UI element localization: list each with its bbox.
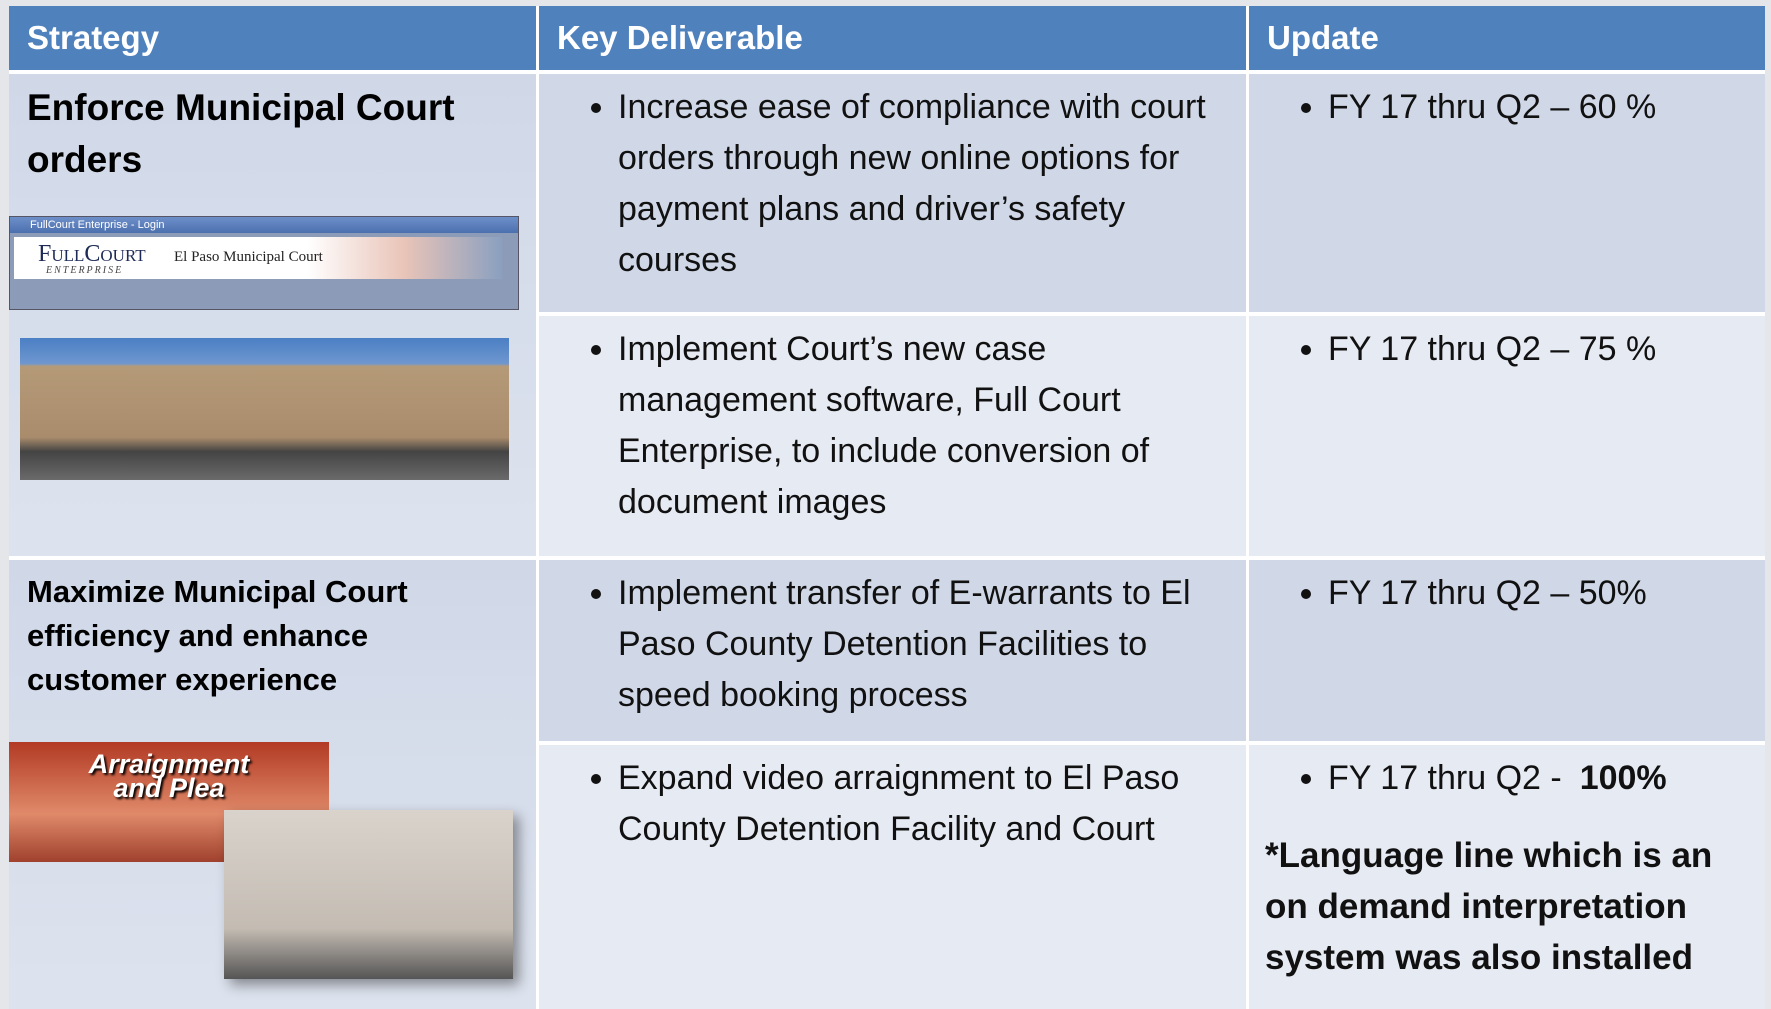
strategy-text: Maximize Municipal Court efficiency and … [27,574,408,697]
update-emphasis: 100% [1579,759,1667,797]
arraignment-image: Arraignment and Plea [9,742,329,862]
update: FY 17 thru Q2 – 60 % [1328,82,1745,133]
deliverable-cell: Increase ease of compliance with court o… [539,74,1246,312]
deliverable-cell: Implement Court’s new case management so… [539,316,1246,556]
court-name: El Paso Municipal Court [174,249,323,265]
login-window-image: FullCourt Enterprise - Login FullCourt E… [9,216,519,310]
video-room-photo [224,810,513,979]
update-cell: FY 17 thru Q2 – 60 % [1249,74,1765,312]
header-cell: Key Deliverable [539,6,1246,70]
deliverable: Expand video arraignment to El Paso Coun… [618,753,1226,855]
deliverable-cell: Expand video arraignment to El Paso Coun… [539,745,1246,1009]
update: FY 17 thru Q2 - 100% [1328,753,1745,804]
window-title: FullCourt Enterprise - Login [10,217,518,233]
strategy-text: Enforce Municipal Court orders [27,87,455,180]
update-cell: FY 17 thru Q2 – 50% [1249,560,1765,741]
header-cell: Strategy [9,6,536,70]
update: FY 17 thru Q2 – 75 % [1328,324,1745,375]
window-body: FullCourt ENTERPRISE El Paso Municipal C… [14,237,502,279]
logo-sub: ENTERPRISE [46,265,124,276]
deliverable-cell: Implement transfer of E-warrants to El P… [539,560,1246,741]
update: FY 17 thru Q2 – 50% [1328,568,1745,619]
deliverable: Increase ease of compliance with court o… [618,82,1226,286]
deliverable: Implement transfer of E-warrants to El P… [618,568,1226,721]
update-cell: FY 17 thru Q2 - 100% *Language line which… [1249,745,1765,1009]
update-note: *Language line which is an on demand int… [1265,836,1713,977]
strategy-cell: Maximize Municipal Court efficiency and … [9,560,536,1009]
strategy-table: Strategy Key Deliverable Update Enforce … [9,6,1765,1009]
header-cell: Update [1249,6,1765,70]
building-photo [20,338,509,480]
deliverable: Implement Court’s new case management so… [618,324,1226,528]
banner-text: Arraignment [88,749,250,779]
strategy-cell: Enforce Municipal Court orders FullCourt… [9,74,536,556]
logo: FullCourt [38,241,146,267]
update-text: FY 17 thru Q2 - [1328,759,1562,797]
banner-text: and Plea [113,773,225,803]
update-cell: FY 17 thru Q2 – 75 % [1249,316,1765,556]
